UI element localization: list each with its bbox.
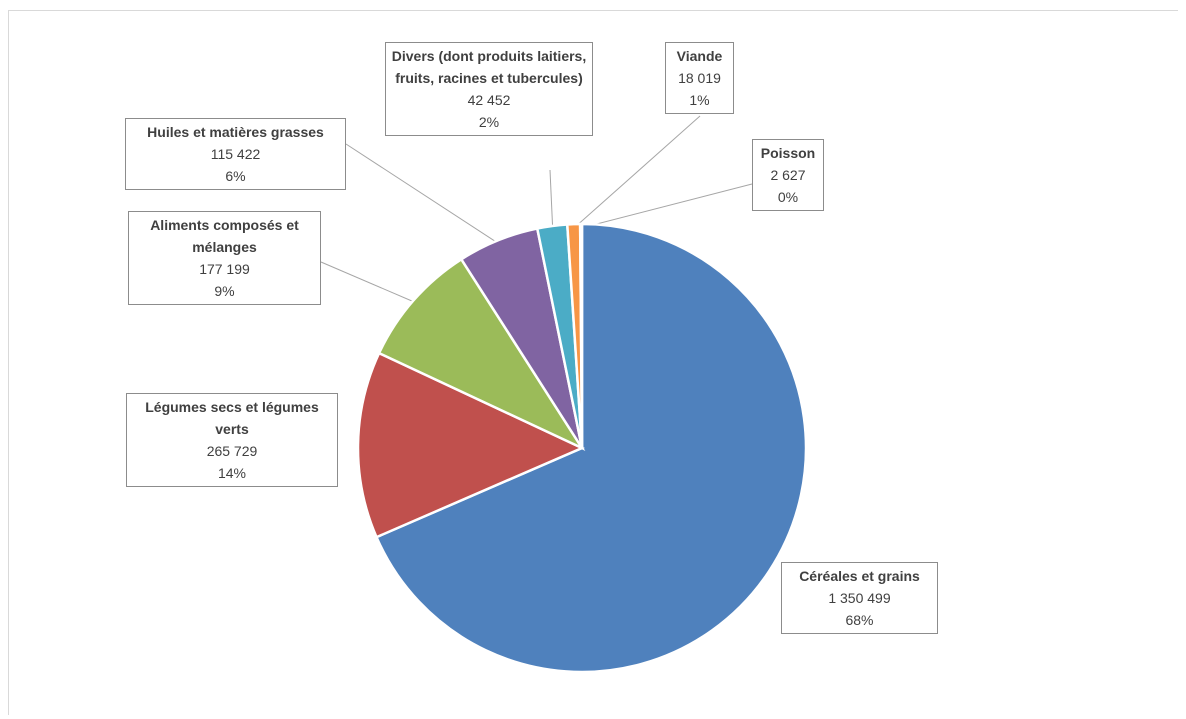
slice-name: Poisson bbox=[760, 145, 816, 161]
label-poisson: Poisson 2 627 0% bbox=[752, 139, 824, 211]
slice-percent: 1% bbox=[689, 92, 710, 108]
leader-line bbox=[573, 115, 701, 229]
slice-percent: 68% bbox=[845, 612, 874, 628]
slice-value: 115 422 bbox=[210, 146, 261, 162]
pie-slices bbox=[356, 222, 808, 674]
leader-line bbox=[320, 261, 417, 304]
slice-percent: 2% bbox=[478, 114, 500, 130]
slice-value: 1 350 499 bbox=[828, 590, 891, 606]
slice-cereales bbox=[374, 222, 808, 674]
chart-frame bbox=[8, 10, 1178, 715]
slice-poisson bbox=[578, 222, 584, 449]
slice-name: Divers (dont produits laitiers, fruits, … bbox=[391, 48, 587, 86]
label-viande: Viande 18 019 1% bbox=[665, 42, 734, 114]
slice-name: Aliments composés et mélanges bbox=[150, 217, 299, 255]
label-legumes: Légumes secs et légumes verts 265 729 14… bbox=[126, 393, 338, 487]
leader-line bbox=[345, 143, 500, 245]
slice-value: 18 019 bbox=[678, 70, 721, 86]
slice-name: Huiles et matières grasses bbox=[147, 124, 324, 140]
slice-name: Céréales et grains bbox=[799, 568, 920, 584]
label-cereales: Céréales et grains 1 350 499 68% bbox=[781, 562, 938, 634]
label-divers: Divers (dont produits laitiers, fruits, … bbox=[385, 42, 593, 136]
slice-legumes bbox=[356, 351, 586, 539]
slice-value: 2 627 bbox=[770, 167, 806, 183]
label-aliments: Aliments composés et mélanges 177 199 9% bbox=[128, 211, 321, 305]
leader-line bbox=[549, 169, 554, 230]
slice-value: 265 729 bbox=[206, 443, 258, 459]
slice-name: Légumes secs et légumes verts bbox=[145, 399, 319, 437]
slice-percent: 6% bbox=[225, 168, 246, 184]
slice-percent: 14% bbox=[217, 465, 247, 481]
slice-percent: 0% bbox=[777, 189, 799, 205]
leader-lines bbox=[320, 115, 753, 304]
slice-value: 177 199 bbox=[199, 261, 250, 277]
slice-value: 42 452 bbox=[467, 92, 511, 108]
label-huiles: Huiles et matières grasses 115 422 6% bbox=[125, 118, 346, 190]
leader-line bbox=[580, 183, 753, 229]
slice-percent: 9% bbox=[214, 283, 235, 299]
slice-aliments bbox=[377, 257, 586, 451]
slice-name: Viande bbox=[676, 48, 723, 64]
